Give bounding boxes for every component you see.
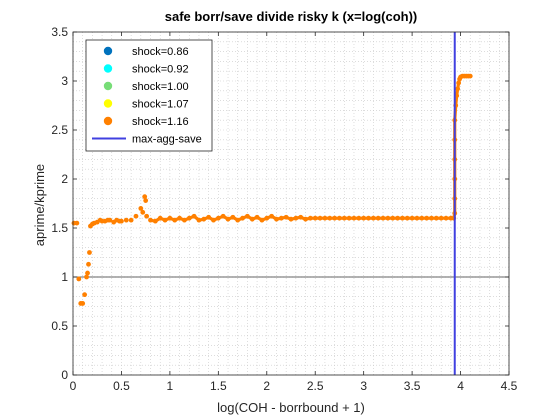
x-tick-label: 3.5 [404,379,421,393]
legend-label: shock=1.16 [132,116,189,128]
y-tick-label: 1 [61,270,68,284]
x-tick-label: 0.5 [113,379,130,393]
y-tick-label: 3.5 [51,25,68,39]
x-tick-label: 1.5 [210,379,227,393]
data-point [76,276,82,282]
legend-label: max-agg-save [132,134,202,146]
data-point [107,217,113,223]
data-point [84,274,89,280]
data-point [133,213,139,219]
axes-box [72,31,510,376]
data-point [82,292,88,298]
y-tick-label: 2 [61,172,68,186]
x-tick-label: 1 [167,379,174,393]
y-tick-label: 1.5 [51,221,68,235]
legend-label: shock=0.86 [132,46,189,58]
data-point [138,206,144,211]
data-point [87,250,92,255]
legend-marker [103,99,113,108]
data-point [142,194,148,200]
x-tick-label: 0 [70,379,77,393]
data-point [80,301,86,306]
y-tick-label: 0 [61,368,68,382]
x-tick-label: 2.5 [307,379,324,393]
y-tick-label: 0.5 [51,319,68,333]
data-point [123,217,129,223]
x-axis-label: log(COH - borrbound + 1) [217,400,365,415]
legend-label: shock=1.00 [132,81,189,93]
data-point [140,209,146,215]
legend-marker [103,64,113,73]
data-point [85,270,90,276]
data-band [454,94,459,108]
legend-marker [103,81,113,91]
data-point [119,218,124,224]
data-point [128,217,134,223]
y-tick-label: 3 [61,74,68,88]
x-tick-label: 3 [360,379,367,393]
data-point [86,261,91,267]
legend-label: shock=0.92 [132,64,189,76]
axes: 0 0.5 1 1.5 2 2.5 3 3.5 4 4.5 0 0.5 1 1.5 2 2.5 3 3.5 [51,25,517,393]
y-axis-label: aprime/kprime [32,164,47,246]
data-point [74,220,80,226]
legend-box [85,39,213,152]
x-tick-label: 4 [457,379,464,393]
x-tick-label: 4.5 [501,379,518,393]
data-points [71,73,473,306]
legend: shock=0.86 shock=0.92 shock=1.00 shock=1.07… [85,39,213,152]
legend-marker [103,116,113,126]
legend-marker [103,46,113,56]
y-tick-label: 2.5 [51,123,68,137]
chart-title: safe borr/save divide risky k (x=log(coh… [165,9,418,24]
data-point [143,198,149,203]
x-tick-label: 2 [263,379,270,393]
data-point [144,213,150,219]
legend-label: shock=1.07 [132,99,189,111]
